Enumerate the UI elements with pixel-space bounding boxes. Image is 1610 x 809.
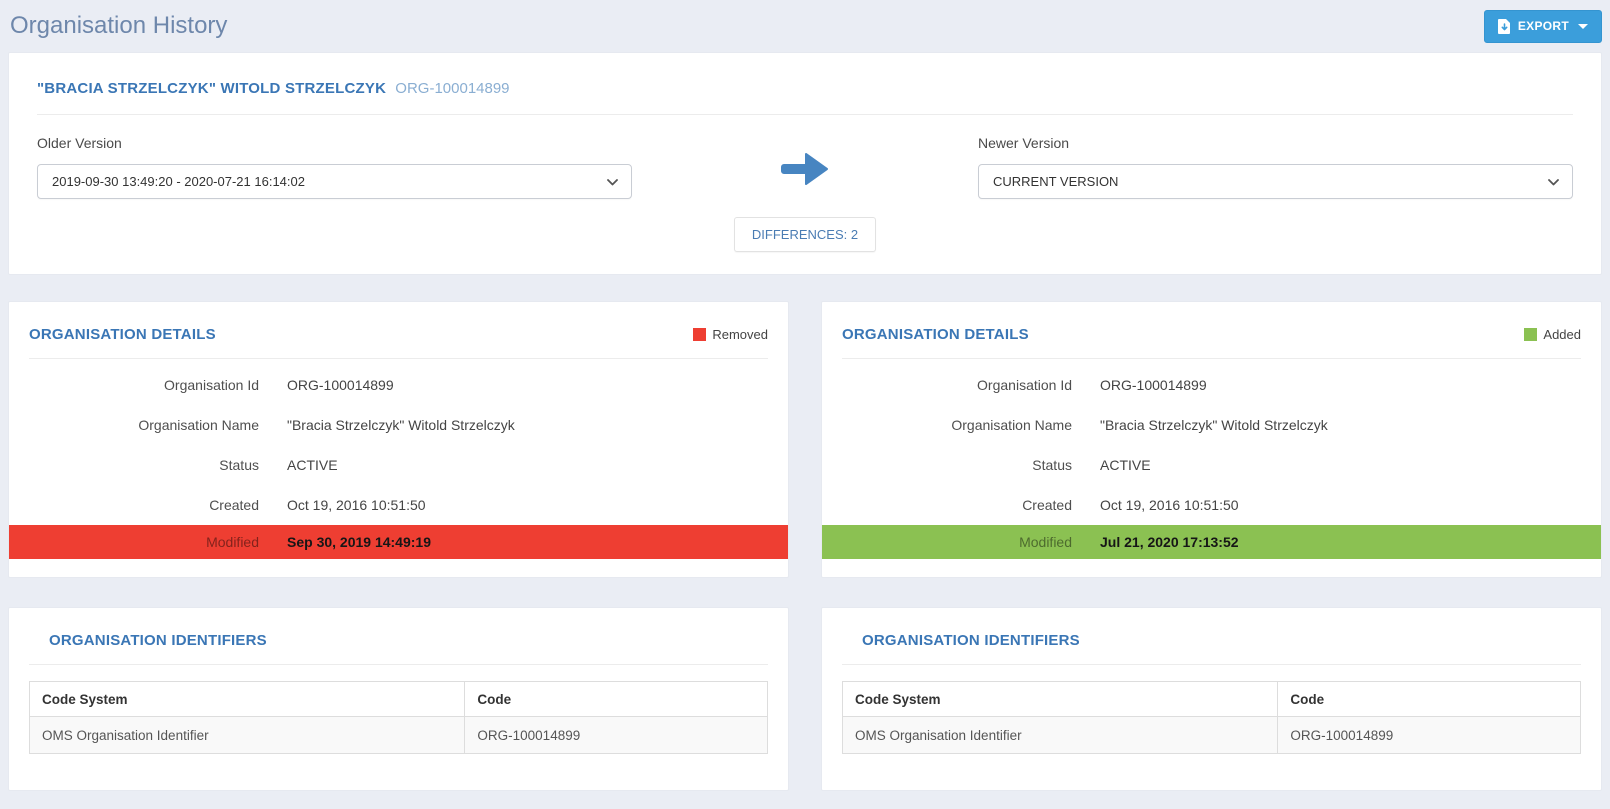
panel-title: ORGANISATION DETAILS (842, 326, 1029, 343)
table-row: OMS Organisation Identifier ORG-10001489… (28, 716, 768, 754)
newer-version-label: Newer Version (978, 135, 1070, 151)
panel-head: ORGANISATION DETAILS Removed (9, 322, 788, 343)
table-header-row: Code System Code (28, 681, 768, 717)
legend-label: Added (1543, 327, 1581, 342)
detail-row: Status ACTIVE (822, 445, 1601, 485)
detail-value: "Bracia Strzelczyk" Witold Strzelczyk (287, 417, 515, 433)
panel-title: ORGANISATION DETAILS (29, 326, 216, 343)
detail-label: Created (1022, 497, 1072, 513)
compare-center: DIFFERENCES: 2 (632, 135, 978, 252)
panel-head: ORGANISATION IDENTIFIERS (29, 628, 768, 649)
legend-removed: Removed (693, 327, 768, 342)
cell-code-system: OMS Organisation Identifier (28, 716, 466, 754)
detail-row-modified-removed: Modified Sep 30, 2019 14:49:19 (9, 525, 788, 559)
divider (842, 664, 1581, 665)
detail-row: Created Oct 19, 2016 10:51:50 (822, 485, 1601, 525)
version-compare-panel: "BRACIA STRZELCZYK" WITOLD STRZELCZYK OR… (8, 52, 1602, 275)
detail-value: Sep 30, 2019 14:49:19 (287, 534, 431, 550)
detail-label: Status (219, 457, 259, 473)
newer-version-selected: CURRENT VERSION (993, 174, 1119, 189)
detail-row: Created Oct 19, 2016 10:51:50 (9, 485, 788, 525)
differences-badge: DIFFERENCES: 2 (733, 217, 877, 252)
panel-title: ORGANISATION IDENTIFIERS (49, 632, 267, 649)
detail-label: Modified (1019, 534, 1072, 550)
divider (37, 114, 1573, 115)
detail-label: Organisation Id (977, 377, 1072, 393)
newer-version-group: Newer Version CURRENT VERSION (978, 135, 1573, 199)
header-bar: Organisation History EXPORT (8, 0, 1602, 52)
column-header-code: Code (1277, 681, 1581, 717)
table-row: OMS Organisation Identifier ORG-10001489… (841, 716, 1581, 754)
detail-value: Jul 21, 2020 17:13:52 (1100, 534, 1239, 550)
legend-label: Removed (712, 327, 768, 342)
panel-head: ORGANISATION DETAILS Added (822, 322, 1601, 343)
divider (29, 664, 768, 665)
export-button-label: EXPORT (1517, 19, 1569, 33)
detail-label: Status (1032, 457, 1072, 473)
export-button[interactable]: EXPORT (1483, 9, 1602, 43)
detail-label: Organisation Name (138, 417, 259, 433)
identifiers-panel-removed: ORGANISATION IDENTIFIERS Code System Cod… (8, 607, 789, 791)
column-header-code-system: Code System (28, 681, 466, 717)
page-title: Organisation History (10, 12, 228, 39)
detail-label: Created (209, 497, 259, 513)
column-header-code-system: Code System (841, 681, 1279, 717)
identifiers-panel-added: ORGANISATION IDENTIFIERS Code System Cod… (821, 607, 1602, 791)
detail-value: ACTIVE (287, 457, 338, 473)
chevron-down-icon (1548, 173, 1559, 191)
newer-version-select[interactable]: CURRENT VERSION (978, 164, 1573, 199)
detail-value: ORG-100014899 (287, 377, 394, 393)
detail-label: Modified (206, 534, 259, 550)
org-name: "BRACIA STRZELCZYK" WITOLD STRZELCZYK (37, 80, 387, 97)
divider (29, 358, 768, 359)
table-header-row: Code System Code (841, 681, 1581, 717)
detail-row: Organisation Name "Bracia Strzelczyk" Wi… (822, 405, 1601, 445)
detail-value: Oct 19, 2016 10:51:50 (287, 497, 426, 513)
removed-swatch-icon (693, 328, 707, 341)
detail-label: Organisation Id (164, 377, 259, 393)
older-version-select[interactable]: 2019-09-30 13:49:20 - 2020-07-21 16:14:0… (37, 164, 632, 199)
cell-code: ORG-100014899 (464, 716, 768, 754)
caret-down-icon (1578, 23, 1588, 29)
org-heading: "BRACIA STRZELCZYK" WITOLD STRZELCZYK OR… (29, 73, 1581, 97)
details-panel-added: ORGANISATION DETAILS Added Organisation … (821, 301, 1602, 578)
older-version-group: Older Version 2019-09-30 13:49:20 - 2020… (37, 135, 632, 199)
identifiers-row: ORGANISATION IDENTIFIERS Code System Cod… (8, 607, 1602, 791)
detail-value: Oct 19, 2016 10:51:50 (1100, 497, 1239, 513)
chevron-down-icon (607, 173, 618, 191)
detail-value: ORG-100014899 (1100, 377, 1207, 393)
arrow-right-icon (781, 150, 829, 193)
org-id: ORG-100014899 (395, 80, 510, 97)
older-version-label: Older Version (37, 135, 122, 151)
details-panel-removed: ORGANISATION DETAILS Removed Organisatio… (8, 301, 789, 578)
legend-added: Added (1524, 327, 1581, 342)
identifiers-table: Code System Code OMS Organisation Identi… (841, 681, 1581, 754)
cell-code: ORG-100014899 (1277, 716, 1581, 754)
older-version-selected: 2019-09-30 13:49:20 - 2020-07-21 16:14:0… (52, 174, 305, 189)
detail-row: Organisation Id ORG-100014899 (9, 365, 788, 405)
detail-row-modified-added: Modified Jul 21, 2020 17:13:52 (822, 525, 1601, 559)
panel-title: ORGANISATION IDENTIFIERS (862, 632, 1080, 649)
detail-row: Organisation Id ORG-100014899 (822, 365, 1601, 405)
column-header-code: Code (464, 681, 768, 717)
detail-value: ACTIVE (1100, 457, 1151, 473)
cell-code-system: OMS Organisation Identifier (841, 716, 1279, 754)
panel-head: ORGANISATION IDENTIFIERS (842, 628, 1581, 649)
detail-label: Organisation Name (951, 417, 1072, 433)
detail-row: Status ACTIVE (9, 445, 788, 485)
added-swatch-icon (1524, 328, 1538, 341)
compare-row: Older Version 2019-09-30 13:49:20 - 2020… (29, 115, 1581, 252)
identifiers-table: Code System Code OMS Organisation Identi… (28, 681, 768, 754)
file-export-icon (1497, 18, 1511, 34)
detail-row: Organisation Name "Bracia Strzelczyk" Wi… (9, 405, 788, 445)
detail-value: "Bracia Strzelczyk" Witold Strzelczyk (1100, 417, 1328, 433)
details-row: ORGANISATION DETAILS Removed Organisatio… (8, 301, 1602, 607)
divider (842, 358, 1581, 359)
